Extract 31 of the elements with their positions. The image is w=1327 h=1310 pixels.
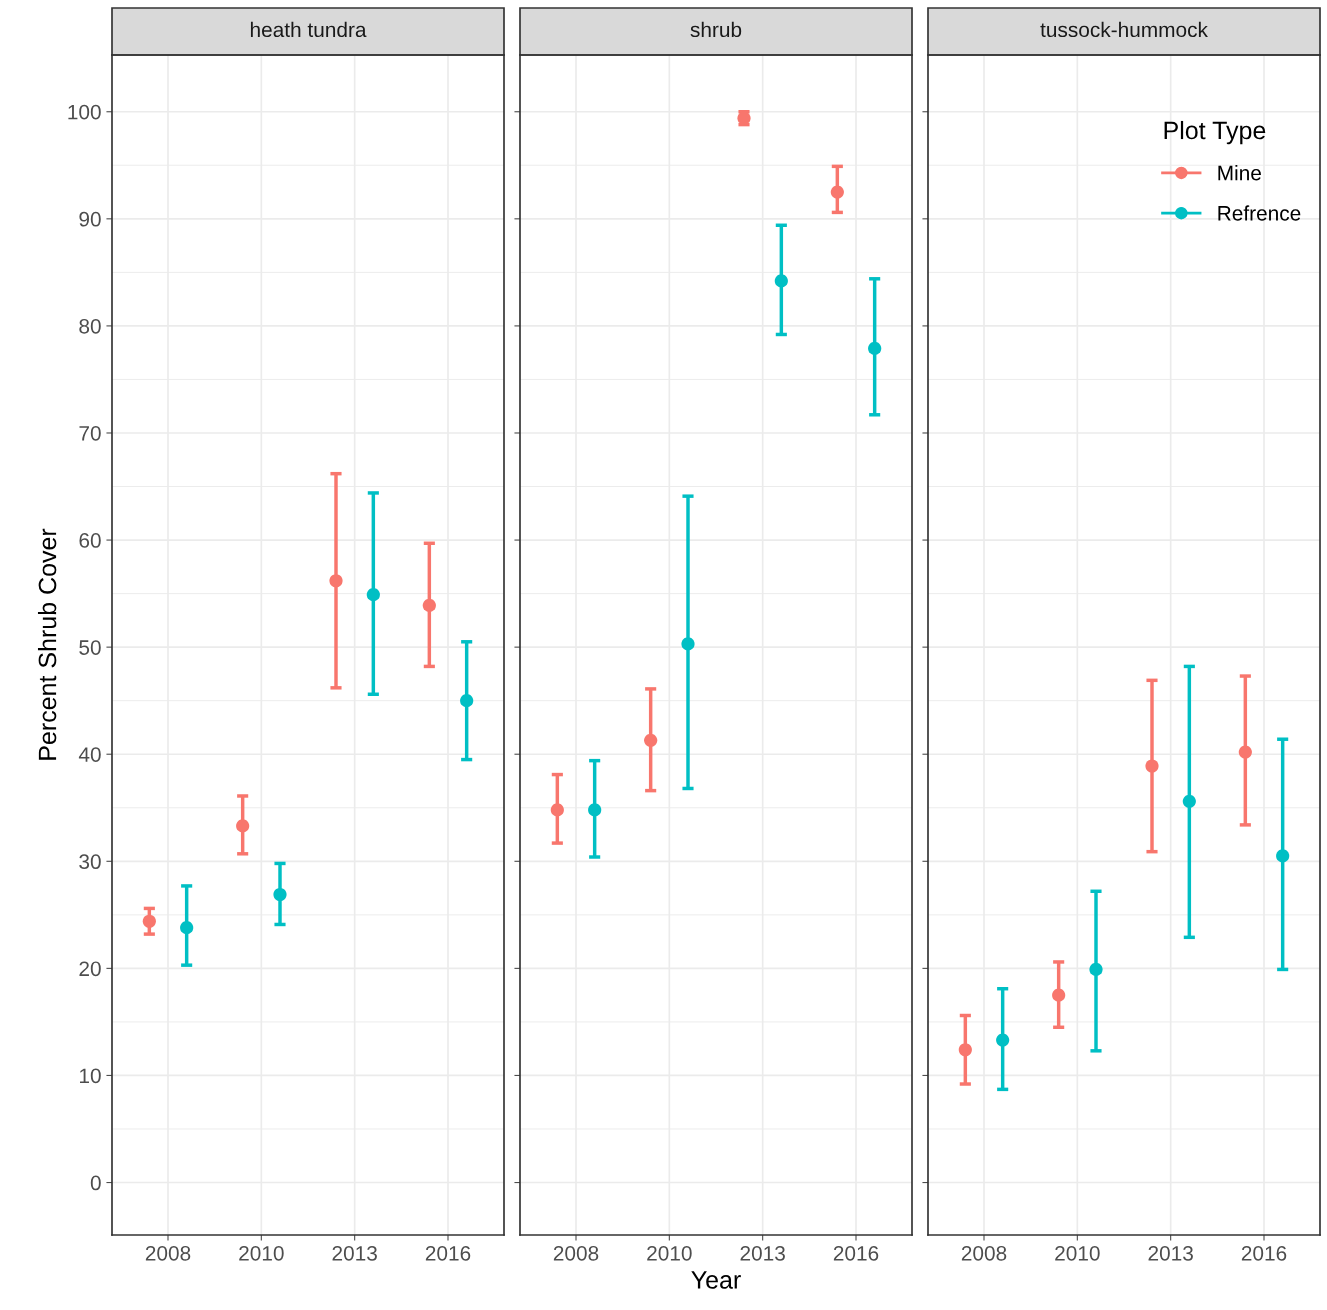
y-tick-label: 90 (79, 211, 101, 227)
chart-title: heath tundra (250, 21, 367, 38)
y-tick-label: 30 (79, 854, 101, 870)
y-tick-label: 10 (80, 1068, 101, 1084)
chart-title: shrub (690, 21, 742, 38)
x-tick-label: 2008 (145, 1245, 191, 1261)
x-tick-label: 2010 (239, 1245, 284, 1261)
y-tick-label: 20 (79, 961, 101, 977)
y-tick-label: 0 (90, 1175, 101, 1191)
x-tick-label: 2008 (961, 1245, 1007, 1261)
x-axis-title: Year (691, 1271, 741, 1289)
x-tick-label: 2016 (1241, 1245, 1287, 1261)
chart-title: tussock-hummock (1040, 21, 1208, 38)
x-tick-label: 2010 (1055, 1245, 1100, 1261)
x-tick-label: 2016 (833, 1245, 879, 1261)
y-tick-label: 100 (68, 104, 101, 120)
x-tick-label: 2008 (553, 1245, 599, 1261)
y-tick-label: 40 (78, 747, 101, 762)
y-tick-label: 70 (79, 425, 101, 441)
legend-title: Plot Type (1164, 120, 1266, 145)
x-tick-label: 2013 (332, 1245, 377, 1261)
x-tick-label: 2013 (740, 1245, 785, 1261)
legend-label: Refrence (1218, 205, 1301, 221)
y-axis-title: Percent Shrub Cover (37, 528, 57, 760)
x-tick-label: 2016 (425, 1245, 471, 1261)
legend-label: Mine (1218, 165, 1261, 181)
y-tick-label: 50 (79, 640, 101, 655)
y-tick-label: 60 (79, 533, 101, 548)
x-tick-label: 2013 (1148, 1245, 1193, 1261)
x-tick-label: 2010 (647, 1245, 692, 1261)
y-tick-label: 80 (79, 318, 101, 334)
